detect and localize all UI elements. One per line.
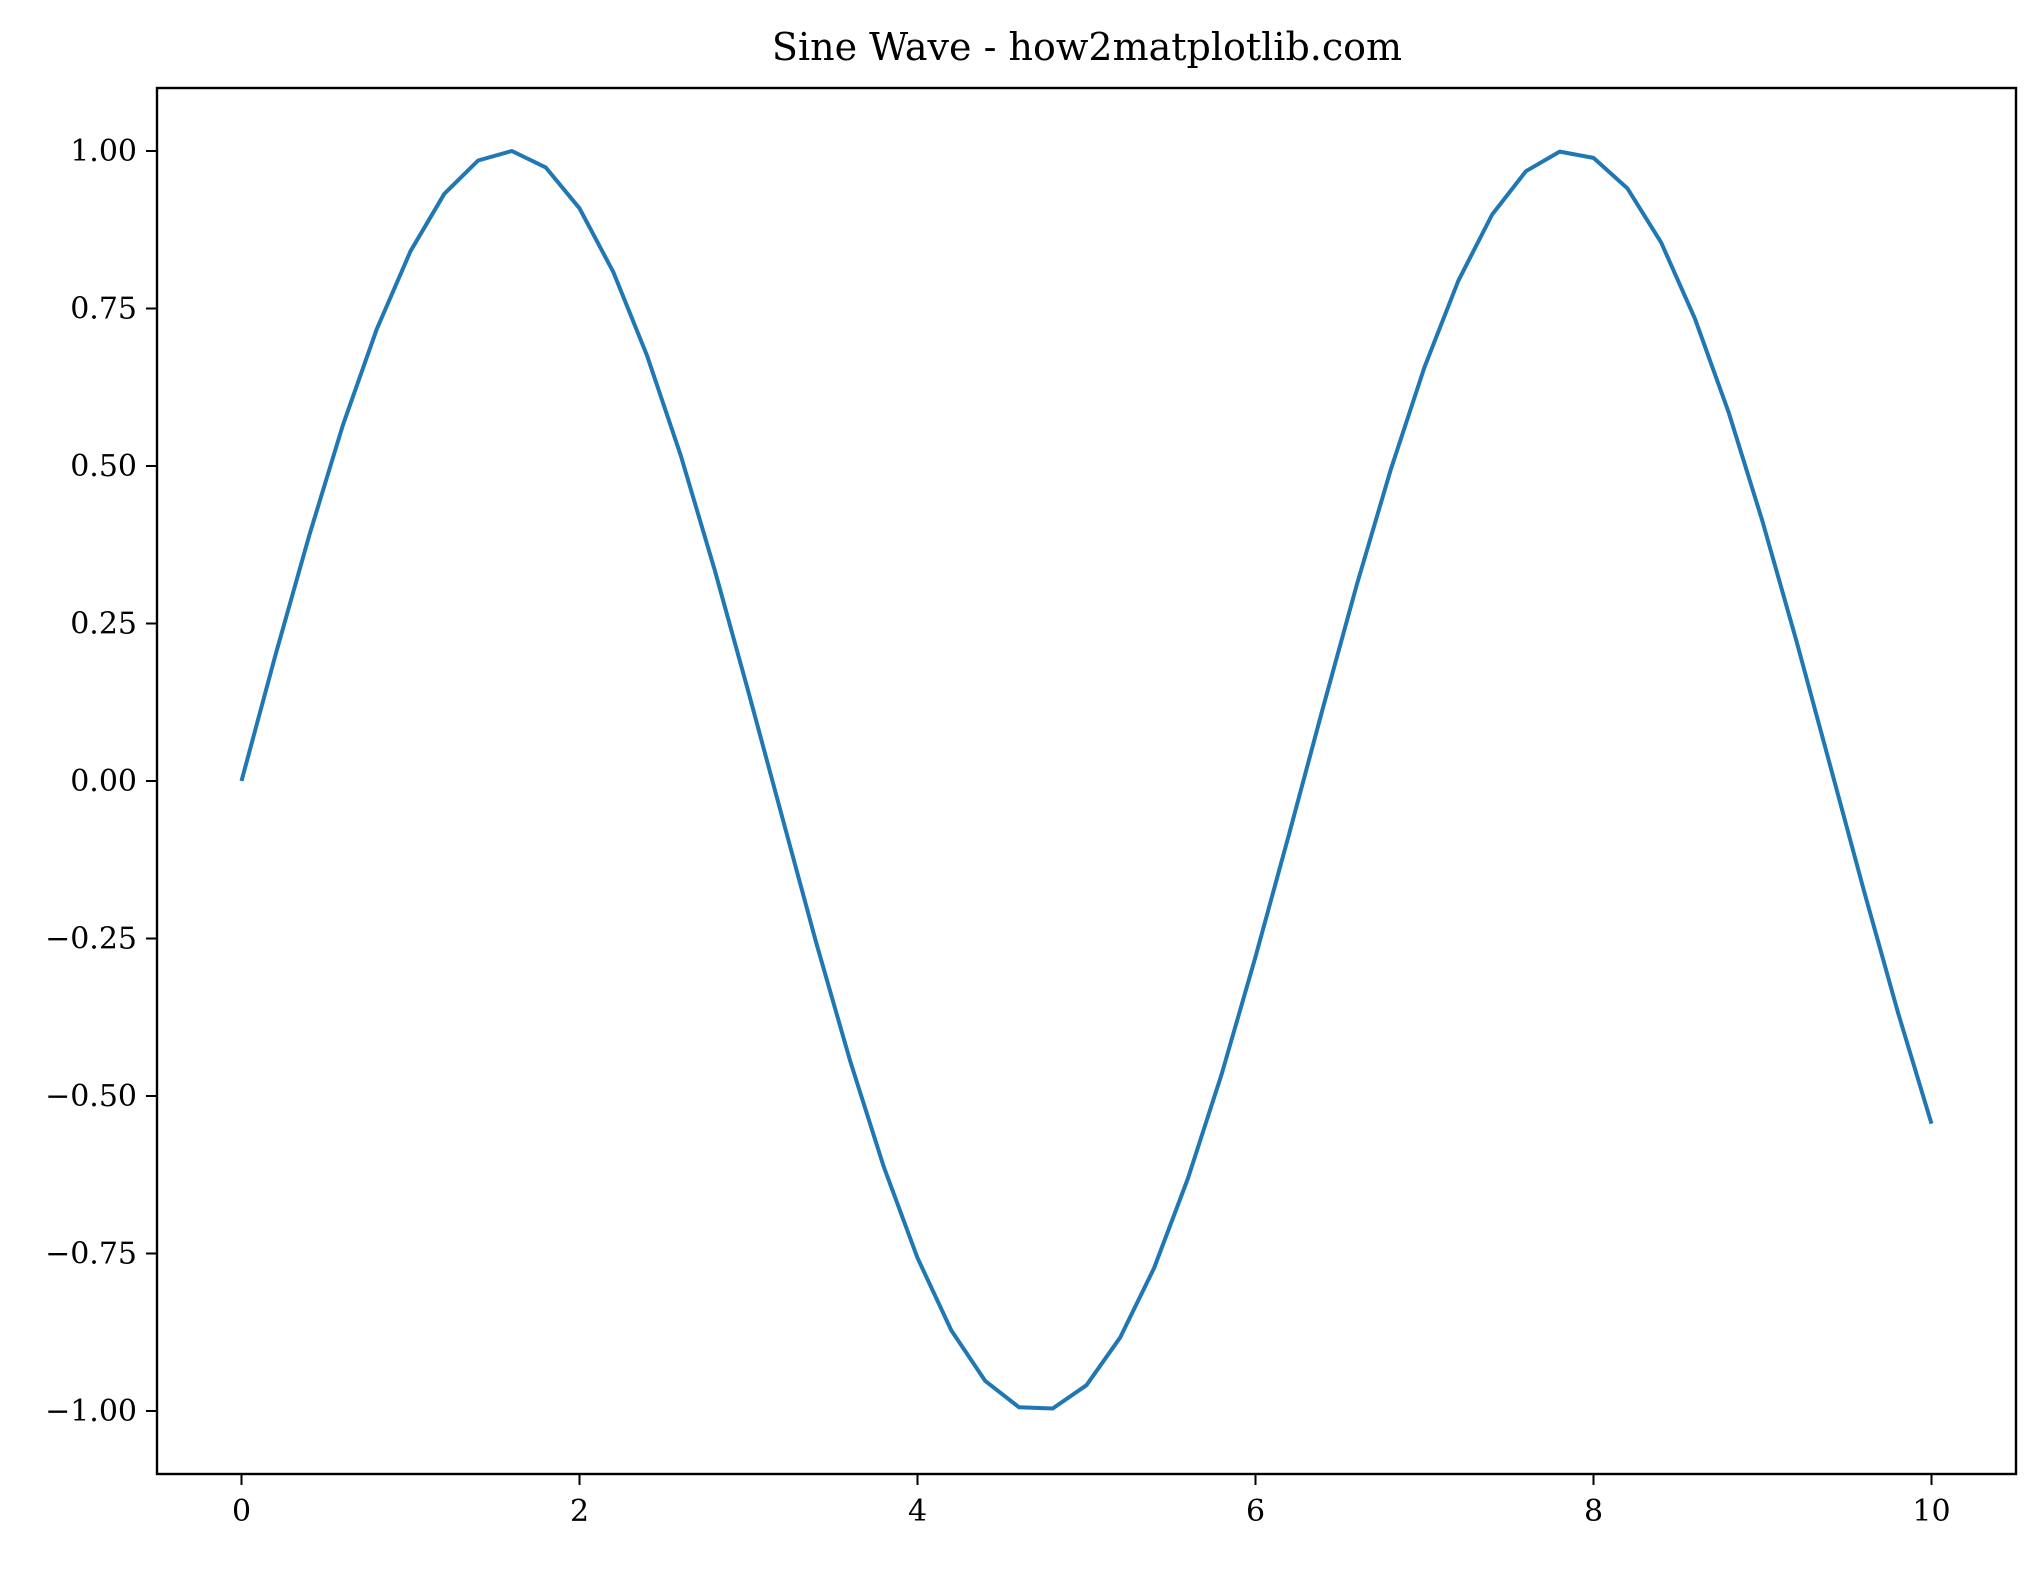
x-tick-label: 6 (1246, 1494, 1265, 1529)
y-axis: 1.00 0.75 0.50 0.25 0.00 −0.25 −0.50 −0.75 −1.00 (45, 134, 157, 1429)
y-tick-label: −0.25 (45, 922, 137, 957)
y-tick-label: 1.00 (70, 134, 137, 169)
x-axis: 0 2 4 6 8 10 (232, 1474, 1951, 1529)
x-tick-label: 10 (1912, 1494, 1950, 1529)
sine-series-line (239, 149, 1934, 1411)
y-tick-label: 0.50 (70, 449, 137, 484)
x-tick-label: 2 (570, 1494, 589, 1529)
y-tick-label: −0.50 (45, 1079, 137, 1114)
x-tick-label: 4 (908, 1494, 927, 1529)
chart-title: Sine Wave - how2matplotlib.com (772, 25, 1402, 69)
series-group (239, 149, 1934, 1411)
y-tick-label: 0.75 (70, 292, 137, 327)
y-tick-label: 0.00 (70, 764, 137, 799)
y-tick-label: −0.75 (45, 1237, 137, 1272)
y-tick-label: −1.00 (45, 1394, 137, 1429)
y-tick-label: 0.25 (70, 607, 137, 642)
x-tick-label: 0 (232, 1494, 251, 1529)
x-tick-label: 8 (1584, 1494, 1603, 1529)
axes-frame (155, 86, 2018, 1476)
